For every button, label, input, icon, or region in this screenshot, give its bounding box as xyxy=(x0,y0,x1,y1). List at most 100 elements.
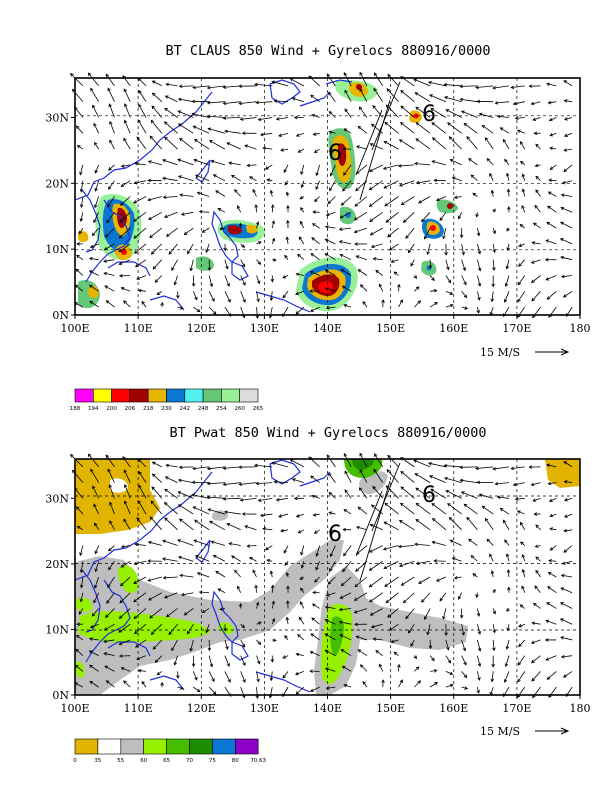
wind-vector xyxy=(94,545,100,555)
wind-vector xyxy=(223,243,227,252)
wind-vector xyxy=(561,560,573,565)
wind-vector xyxy=(359,71,368,87)
wind-vector xyxy=(468,538,478,546)
wind-vector xyxy=(240,259,246,268)
coastline xyxy=(149,295,185,311)
panel1-colorbar: 188 194 200 206 218 230 242 248 254 260 265 xyxy=(70,388,264,412)
wind-vector xyxy=(177,504,194,515)
wind-vector xyxy=(399,502,415,515)
wind-vector xyxy=(87,72,99,87)
wind-vector xyxy=(300,164,305,176)
wind-vector xyxy=(103,243,115,251)
coastline xyxy=(269,79,301,105)
wind-vector xyxy=(256,275,261,285)
wind-vector xyxy=(381,679,385,688)
cloud-blob xyxy=(318,281,334,293)
wind-vector xyxy=(215,570,226,578)
wind-vector xyxy=(256,291,260,303)
wind-vector xyxy=(254,204,258,213)
colorbar-swatch xyxy=(166,388,186,403)
wind-vector xyxy=(217,588,226,594)
wind-vector xyxy=(369,592,383,603)
wind-vector xyxy=(415,502,431,515)
wind-vector xyxy=(164,107,178,118)
wind-vector xyxy=(563,545,573,553)
colorbar-swatch xyxy=(212,738,236,755)
x-tick-label: 120E xyxy=(187,322,216,335)
wind-vector xyxy=(193,539,210,546)
wind-vector xyxy=(164,476,178,483)
wind-vector xyxy=(398,520,415,531)
panel2-wind-vectors xyxy=(69,452,573,700)
wind-vector xyxy=(502,138,510,150)
wind-vector xyxy=(79,212,84,222)
wind-vector xyxy=(344,489,352,499)
wind-vector xyxy=(192,506,210,515)
wind-vector xyxy=(108,164,115,171)
wind-vector xyxy=(374,72,384,87)
wind-vector xyxy=(470,555,478,562)
wind-vector xyxy=(193,519,210,531)
wind-vector xyxy=(398,560,415,568)
wind-vector xyxy=(164,517,178,531)
wind-vector xyxy=(133,211,147,222)
wind-vector xyxy=(461,671,468,679)
wind-vector xyxy=(492,243,497,254)
wind-vector xyxy=(461,259,467,272)
wind-vector xyxy=(89,680,99,688)
wind-vector xyxy=(459,97,478,103)
wind-vector xyxy=(163,502,178,515)
wind-vector xyxy=(418,196,431,204)
x-tick-label: 100E xyxy=(60,702,89,715)
wind-vector xyxy=(108,484,115,499)
wind-vector xyxy=(355,490,383,557)
wind-vector xyxy=(476,687,480,694)
wind-vector xyxy=(90,87,100,102)
wind-vector xyxy=(286,600,290,609)
wind-vector xyxy=(119,196,131,206)
wind-vector xyxy=(531,655,541,664)
wind-vector xyxy=(354,576,368,588)
wind-vector xyxy=(224,291,231,303)
wind-vector xyxy=(329,164,336,177)
wind-vector xyxy=(206,495,225,500)
wind-vector xyxy=(435,196,447,202)
wind-vector xyxy=(219,607,226,611)
wind-vector xyxy=(150,623,163,635)
wind-vector xyxy=(178,84,194,89)
wind-vector xyxy=(283,164,289,173)
wind-vector xyxy=(228,161,241,166)
wind-vector xyxy=(504,655,510,668)
wind-vector xyxy=(431,137,447,150)
wind-vector xyxy=(329,545,336,558)
cloud-blob xyxy=(227,225,242,235)
colorbar-swatch xyxy=(120,738,145,755)
wind-vector xyxy=(563,164,573,173)
wind-vector xyxy=(398,299,403,308)
wind-vector xyxy=(400,486,415,499)
wind-vector xyxy=(405,227,415,239)
wind-vector xyxy=(387,227,399,238)
wind-vector xyxy=(475,592,479,599)
wind-vector xyxy=(431,122,447,134)
wind-vector xyxy=(120,180,131,187)
wind-vector xyxy=(375,650,383,656)
wind-vector xyxy=(312,590,320,595)
wind-vector xyxy=(382,545,399,551)
colorbar-swatch xyxy=(74,738,99,755)
wind-vector xyxy=(398,180,415,187)
wind-vector xyxy=(256,621,262,625)
pwat-region xyxy=(75,459,160,534)
wind-vector xyxy=(78,227,84,235)
wind-vector xyxy=(560,255,573,261)
wind-vector xyxy=(133,592,147,603)
wind-vector xyxy=(504,158,510,166)
wind-vector xyxy=(476,307,480,314)
wind-vector xyxy=(134,623,147,635)
wind-vector xyxy=(240,655,246,667)
wind-vector xyxy=(208,275,214,288)
wind-vector xyxy=(238,101,257,106)
wind-vector xyxy=(208,686,217,695)
wind-vector xyxy=(178,465,194,470)
wind-vector xyxy=(413,459,431,468)
